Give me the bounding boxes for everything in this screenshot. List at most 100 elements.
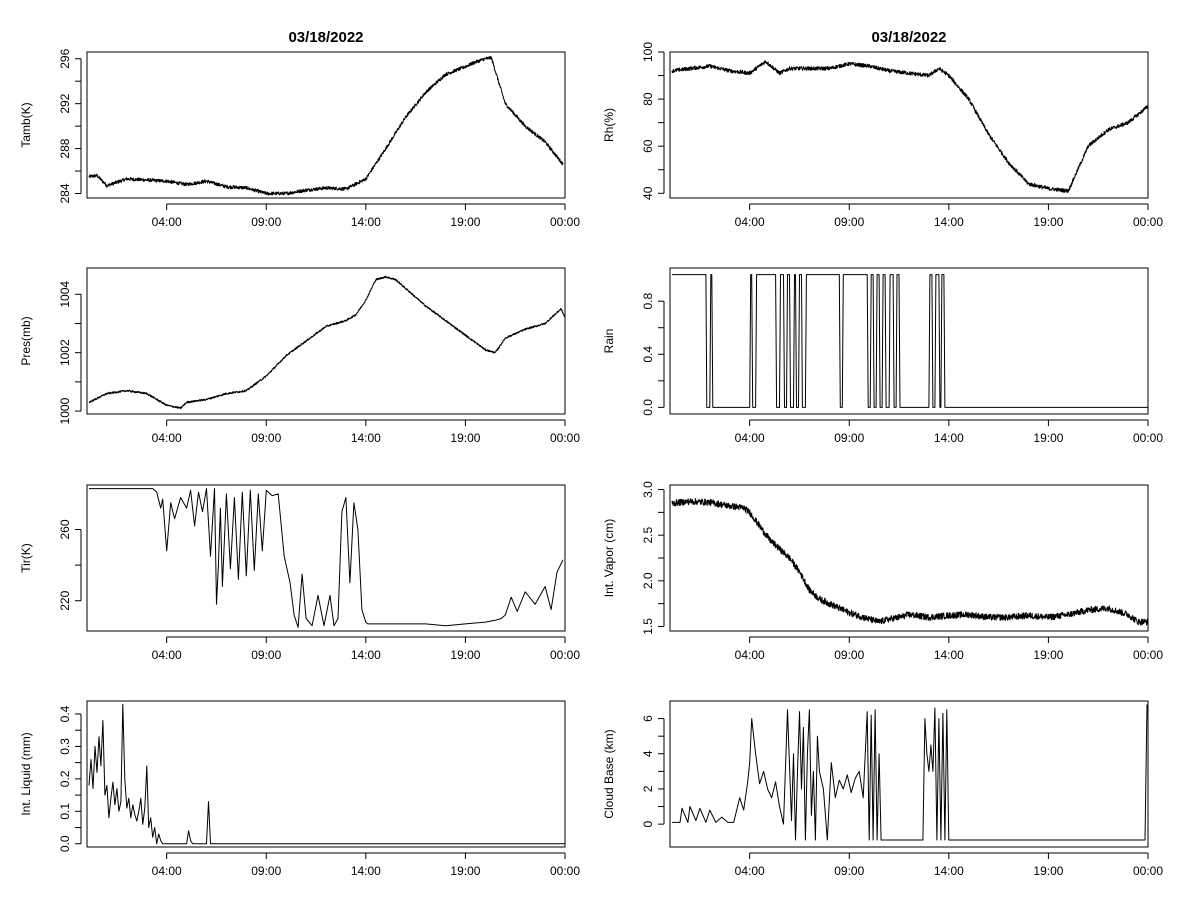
x-tick-label: 09:00 [834, 215, 864, 229]
x-tick-label: 00:00 [550, 215, 580, 229]
y-axis-label: Rh(%) [602, 108, 616, 142]
x-tick-label: 04:00 [735, 215, 765, 229]
y-tick-label: 0.4 [58, 705, 72, 722]
panel-rain: Rain 0.0 0.4 0.8 04:00 09:00 14:00 19:00 00:00 [602, 267, 1163, 445]
plot-frame [86, 267, 566, 415]
y-tick-label: 1000 [58, 397, 72, 424]
x-tick-label: 19:00 [1033, 431, 1063, 445]
panel-vapor: Int. Vapor (cm) 1.5 2.0 2.5 3.0 04:00 09:00 14:… [602, 481, 1163, 662]
y-tick-label: 0.0 [58, 835, 72, 852]
y-tick-label: 100 [641, 42, 655, 62]
y-tick-label: 0.0 [641, 399, 655, 416]
x-tick-label: 14:00 [351, 431, 381, 445]
series-line-liquid [88, 703, 565, 845]
y-tick-label: 3.0 [641, 481, 655, 498]
y-tick-label: 2 [641, 785, 655, 792]
y-tick-label: 1.5 [641, 618, 655, 635]
x-tick-label: 09:00 [251, 431, 281, 445]
chart-title: 03/18/2022 [871, 29, 946, 46]
series-line-tamb [88, 55, 564, 196]
y-tick-label: 80 [641, 92, 655, 106]
x-tick-label: 09:00 [251, 215, 281, 229]
panel-tir: Tir(K) 220 260 04:00 09:00 14:00 19:00 00:00 [19, 484, 580, 662]
x-tick-label: 14:00 [351, 648, 381, 662]
plot-frame [669, 700, 1149, 848]
x-tick-label: 14:00 [934, 648, 964, 662]
y-tick-label: 260 [58, 519, 72, 539]
x-tick-label: 00:00 [1133, 864, 1163, 878]
plot-frame [669, 51, 1149, 199]
x-tick-label: 04:00 [152, 648, 182, 662]
x-tick-label: 00:00 [550, 864, 580, 878]
x-tick-label: 19:00 [1033, 215, 1063, 229]
plot-frame [669, 484, 1149, 632]
x-tick-label: 19:00 [1033, 648, 1063, 662]
series-line-tir [89, 488, 564, 628]
y-tick-label: 0.4 [641, 346, 655, 363]
y-axis-label: Pres(mb) [19, 316, 33, 365]
y-tick-label: 2.0 [641, 572, 655, 589]
panel-tamb: 03/18/2022 Tamb(K) 284 288 292 296 04:00 09:00 1… [19, 29, 580, 229]
panel-cloudbase: Cloud Base (km) 0 2 4 6 04:00 09:00 14:00 19:00 0… [602, 700, 1163, 878]
x-tick-label: 00:00 [550, 648, 580, 662]
y-tick-label: 292 [58, 93, 72, 113]
series-line-rain [672, 274, 1148, 408]
y-tick-label: 2.5 [641, 527, 655, 544]
y-axis-label: Int. Vapor (cm) [602, 519, 616, 597]
x-tick-label: 04:00 [152, 431, 182, 445]
y-tick-label: 0.3 [58, 738, 72, 755]
y-tick-label: 288 [58, 138, 72, 158]
y-tick-label: 4 [641, 750, 655, 757]
x-tick-label: 04:00 [152, 215, 182, 229]
series-line-rh [671, 60, 1149, 193]
y-tick-label: 0.1 [58, 803, 72, 820]
plot-frame [669, 267, 1149, 415]
x-tick-label: 00:00 [1133, 648, 1163, 662]
x-tick-label: 14:00 [934, 864, 964, 878]
y-tick-label: 296 [58, 48, 72, 68]
y-axis-label: Tir(K) [19, 543, 33, 573]
y-tick-label: 0.8 [641, 293, 655, 310]
panel-rh: 03/18/2022 Rh(%) 40 60 80 100 04:00 09:00 14:00 1… [602, 29, 1163, 229]
y-tick-label: 60 [641, 139, 655, 153]
x-tick-label: 00:00 [550, 431, 580, 445]
x-tick-label: 04:00 [152, 864, 182, 878]
plot-frame [86, 484, 566, 632]
y-axis-label: Tamb(K) [19, 102, 33, 147]
x-tick-label: 00:00 [1133, 215, 1163, 229]
x-tick-label: 14:00 [351, 215, 381, 229]
y-tick-label: 284 [58, 183, 72, 203]
x-tick-label: 19:00 [450, 431, 480, 445]
y-tick-label: 220 [58, 590, 72, 610]
x-tick-label: 04:00 [735, 431, 765, 445]
y-tick-label: 1002 [58, 339, 72, 366]
x-tick-label: 14:00 [351, 864, 381, 878]
plot-frame [86, 700, 566, 848]
series-line-cloudbase [672, 704, 1148, 841]
chart-title: 03/18/2022 [288, 29, 363, 46]
x-tick-label: 19:00 [450, 864, 480, 878]
panel-pres: Pres(mb) 1000 1002 1004 04:00 09:00 14:00 19:00… [19, 267, 580, 445]
panel-liquid: Int. Liquid (mm) 0.0 0.1 0.2 0.3 0.4 04:00 09:0… [19, 700, 580, 878]
x-tick-label: 09:00 [834, 431, 864, 445]
y-axis-label: Int. Liquid (mm) [19, 732, 33, 815]
plot-frame [86, 51, 566, 199]
x-tick-label: 14:00 [934, 431, 964, 445]
y-axis-label: Rain [602, 329, 616, 354]
x-tick-label: 09:00 [251, 864, 281, 878]
series-line-vapor [671, 498, 1149, 626]
y-tick-label: 0.2 [58, 770, 72, 787]
x-tick-label: 00:00 [1133, 431, 1163, 445]
y-tick-label: 0 [641, 820, 655, 827]
y-tick-label: 6 [641, 715, 655, 722]
y-axis-label: Cloud Base (km) [602, 729, 616, 818]
x-tick-label: 04:00 [735, 648, 765, 662]
x-tick-label: 09:00 [834, 648, 864, 662]
x-tick-label: 09:00 [251, 648, 281, 662]
x-tick-label: 19:00 [450, 215, 480, 229]
y-tick-label: 40 [641, 186, 655, 200]
series-line-pres [88, 275, 566, 410]
x-tick-label: 19:00 [1033, 864, 1063, 878]
x-tick-label: 14:00 [934, 215, 964, 229]
